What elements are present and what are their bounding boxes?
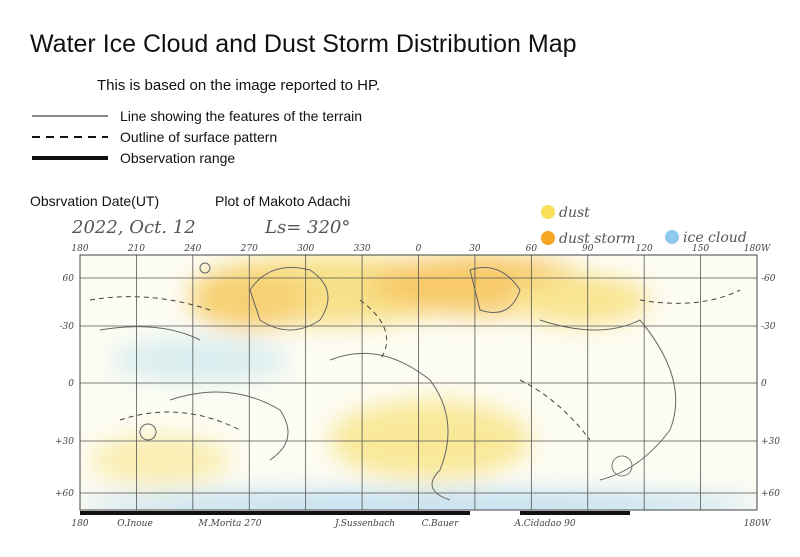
terrain-line bbox=[99, 267, 677, 501]
subtitle: This is based on the image reported to H… bbox=[97, 77, 380, 94]
crater bbox=[199, 262, 211, 274]
key-dust-storm: dust storm bbox=[559, 231, 635, 247]
ice-cloud-area bbox=[110, 338, 290, 382]
bottom-label: 180 bbox=[71, 519, 88, 529]
right-latitude-label: -60 bbox=[761, 274, 776, 284]
map-colors bbox=[80, 255, 757, 510]
crater bbox=[611, 455, 633, 477]
bottom-label: M.Morita 270 bbox=[198, 519, 262, 529]
longitude-label: 180W bbox=[744, 244, 771, 254]
longitude-label: 240 bbox=[183, 244, 201, 254]
dust-storm-swatch bbox=[541, 231, 555, 245]
surface-pattern bbox=[89, 289, 741, 441]
longitude-label: 0 bbox=[416, 244, 422, 254]
longitude-label: 270 bbox=[240, 244, 258, 254]
longitude-label: 180 bbox=[71, 244, 88, 254]
title: Water Ice Cloud and Dust Storm Distribut… bbox=[30, 30, 577, 58]
dust-area bbox=[90, 435, 230, 485]
crater bbox=[139, 423, 157, 441]
plot-label: Plot of Makoto Adachi bbox=[215, 193, 350, 209]
left-latitude-label: +30 bbox=[55, 437, 74, 447]
legend-label: Observation range bbox=[120, 150, 235, 166]
dust-storm-area bbox=[190, 270, 310, 330]
longitude-label: 300 bbox=[297, 244, 314, 254]
longitude-label: 120 bbox=[636, 244, 653, 254]
date-label: Obsrvation Date(UT) bbox=[30, 193, 159, 209]
legend-label: Outline of surface pattern bbox=[120, 129, 277, 145]
map-grid bbox=[80, 255, 757, 510]
longitude-label: 330 bbox=[353, 244, 370, 254]
ice-cloud-swatch bbox=[665, 230, 679, 244]
bottom-label: 180W bbox=[744, 519, 771, 529]
longitude-label: 60 bbox=[526, 244, 538, 254]
date: 2022, Oct. 12 bbox=[71, 217, 196, 238]
key-dust: dust bbox=[559, 205, 590, 221]
dust-area bbox=[510, 275, 650, 325]
bottom-label: J.Sussenbach bbox=[333, 519, 395, 529]
longitude-label: 90 bbox=[582, 244, 594, 254]
ls: Ls= 320° bbox=[264, 217, 350, 238]
left-latitude-label: 0 bbox=[68, 379, 74, 389]
longitude-label: 210 bbox=[127, 244, 145, 254]
left-latitude-label: 60 bbox=[63, 274, 75, 284]
right-latitude-label: +30 bbox=[761, 437, 780, 447]
right-latitude-label: +60 bbox=[761, 489, 780, 499]
longitude-label: 30 bbox=[469, 244, 481, 254]
dust-area bbox=[330, 400, 530, 480]
longitude-label: 150 bbox=[692, 244, 709, 254]
dust-swatch bbox=[541, 205, 555, 219]
right-latitude-label: 0 bbox=[761, 379, 767, 389]
left-latitude-label: +60 bbox=[55, 489, 74, 499]
bottom-label: C.Bauer bbox=[422, 519, 460, 529]
legend-label: Line showing the features of the terrain bbox=[120, 108, 362, 124]
left-latitude-label: -30 bbox=[60, 322, 75, 332]
right-latitude-label: -30 bbox=[761, 322, 776, 332]
map-frame bbox=[79, 254, 758, 511]
key-ice-cloud: ice cloud bbox=[683, 230, 747, 246]
bottom-label: O.Inoue bbox=[117, 519, 153, 529]
bottom-label: A.Cidadao 90 bbox=[513, 519, 575, 529]
